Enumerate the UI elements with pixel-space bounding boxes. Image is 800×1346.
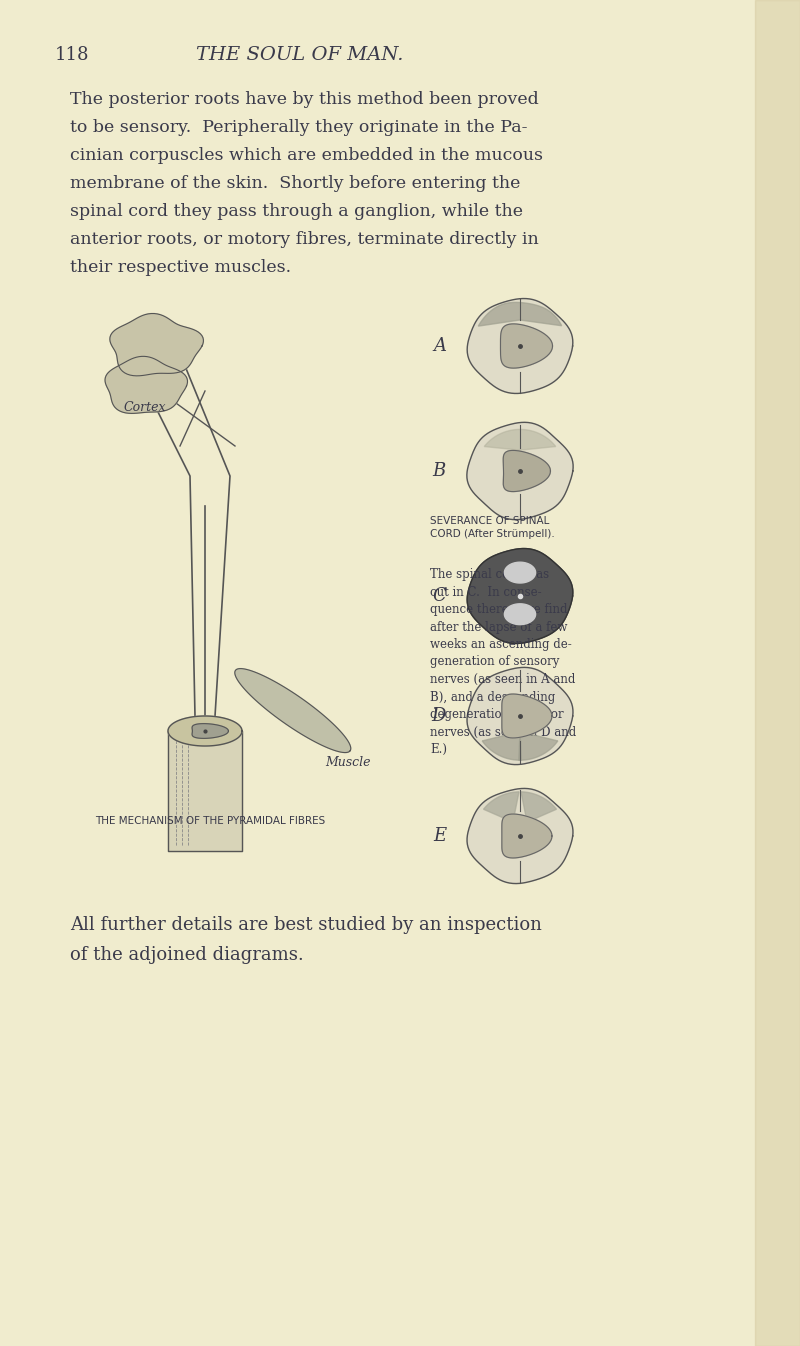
Text: THE MECHANISM OF THE PYRAMIDAL FIBRES: THE MECHANISM OF THE PYRAMIDAL FIBRES [95, 816, 325, 826]
Polygon shape [110, 314, 203, 376]
Text: The spinal cord was
cut in C.  In conse-
quence thereof we find
after the lapse : The spinal cord was cut in C. In conse- … [430, 568, 576, 756]
Text: cinian corpuscles which are embedded in the mucous: cinian corpuscles which are embedded in … [70, 147, 543, 164]
Polygon shape [478, 303, 562, 326]
Text: SEVERANCE OF SPINAL
CORD (After Strümpell).: SEVERANCE OF SPINAL CORD (After Strümpel… [430, 516, 554, 540]
Text: B: B [433, 462, 446, 481]
Text: of the adjoined diagrams.: of the adjoined diagrams. [70, 946, 304, 964]
Polygon shape [505, 563, 536, 583]
Polygon shape [502, 695, 552, 738]
Polygon shape [502, 814, 552, 857]
Text: E: E [433, 826, 446, 845]
Text: membrane of the skin.  Shortly before entering the: membrane of the skin. Shortly before ent… [70, 175, 520, 192]
Polygon shape [467, 549, 573, 643]
Polygon shape [105, 357, 187, 413]
Text: anterior roots, or motory fibres, terminate directly in: anterior roots, or motory fibres, termin… [70, 232, 538, 248]
Polygon shape [501, 324, 553, 367]
Text: Cortex: Cortex [124, 401, 166, 415]
Polygon shape [168, 731, 242, 851]
Polygon shape [505, 604, 536, 625]
Polygon shape [467, 423, 573, 520]
Text: spinal cord they pass through a ganglion, while the: spinal cord they pass through a ganglion… [70, 203, 523, 219]
Text: THE SOUL OF MAN.: THE SOUL OF MAN. [196, 46, 404, 65]
Text: C: C [432, 587, 446, 604]
Polygon shape [483, 791, 519, 822]
Text: The posterior roots have by this method been proved: The posterior roots have by this method … [70, 92, 538, 108]
Polygon shape [467, 789, 573, 883]
Text: A: A [433, 336, 446, 355]
Text: D: D [432, 707, 446, 725]
Polygon shape [518, 732, 558, 760]
Polygon shape [467, 668, 573, 765]
Polygon shape [484, 429, 556, 450]
Polygon shape [467, 299, 573, 393]
Polygon shape [168, 716, 242, 746]
Text: 118: 118 [55, 46, 90, 65]
Polygon shape [192, 724, 229, 739]
Polygon shape [521, 791, 557, 822]
Text: their respective muscles.: their respective muscles. [70, 258, 291, 276]
Text: to be sensory.  Peripherally they originate in the Pa-: to be sensory. Peripherally they origina… [70, 118, 527, 136]
Polygon shape [503, 451, 550, 491]
Polygon shape [235, 669, 350, 752]
Text: Muscle: Muscle [325, 756, 370, 769]
Polygon shape [482, 732, 522, 760]
Text: All further details are best studied by an inspection: All further details are best studied by … [70, 917, 542, 934]
